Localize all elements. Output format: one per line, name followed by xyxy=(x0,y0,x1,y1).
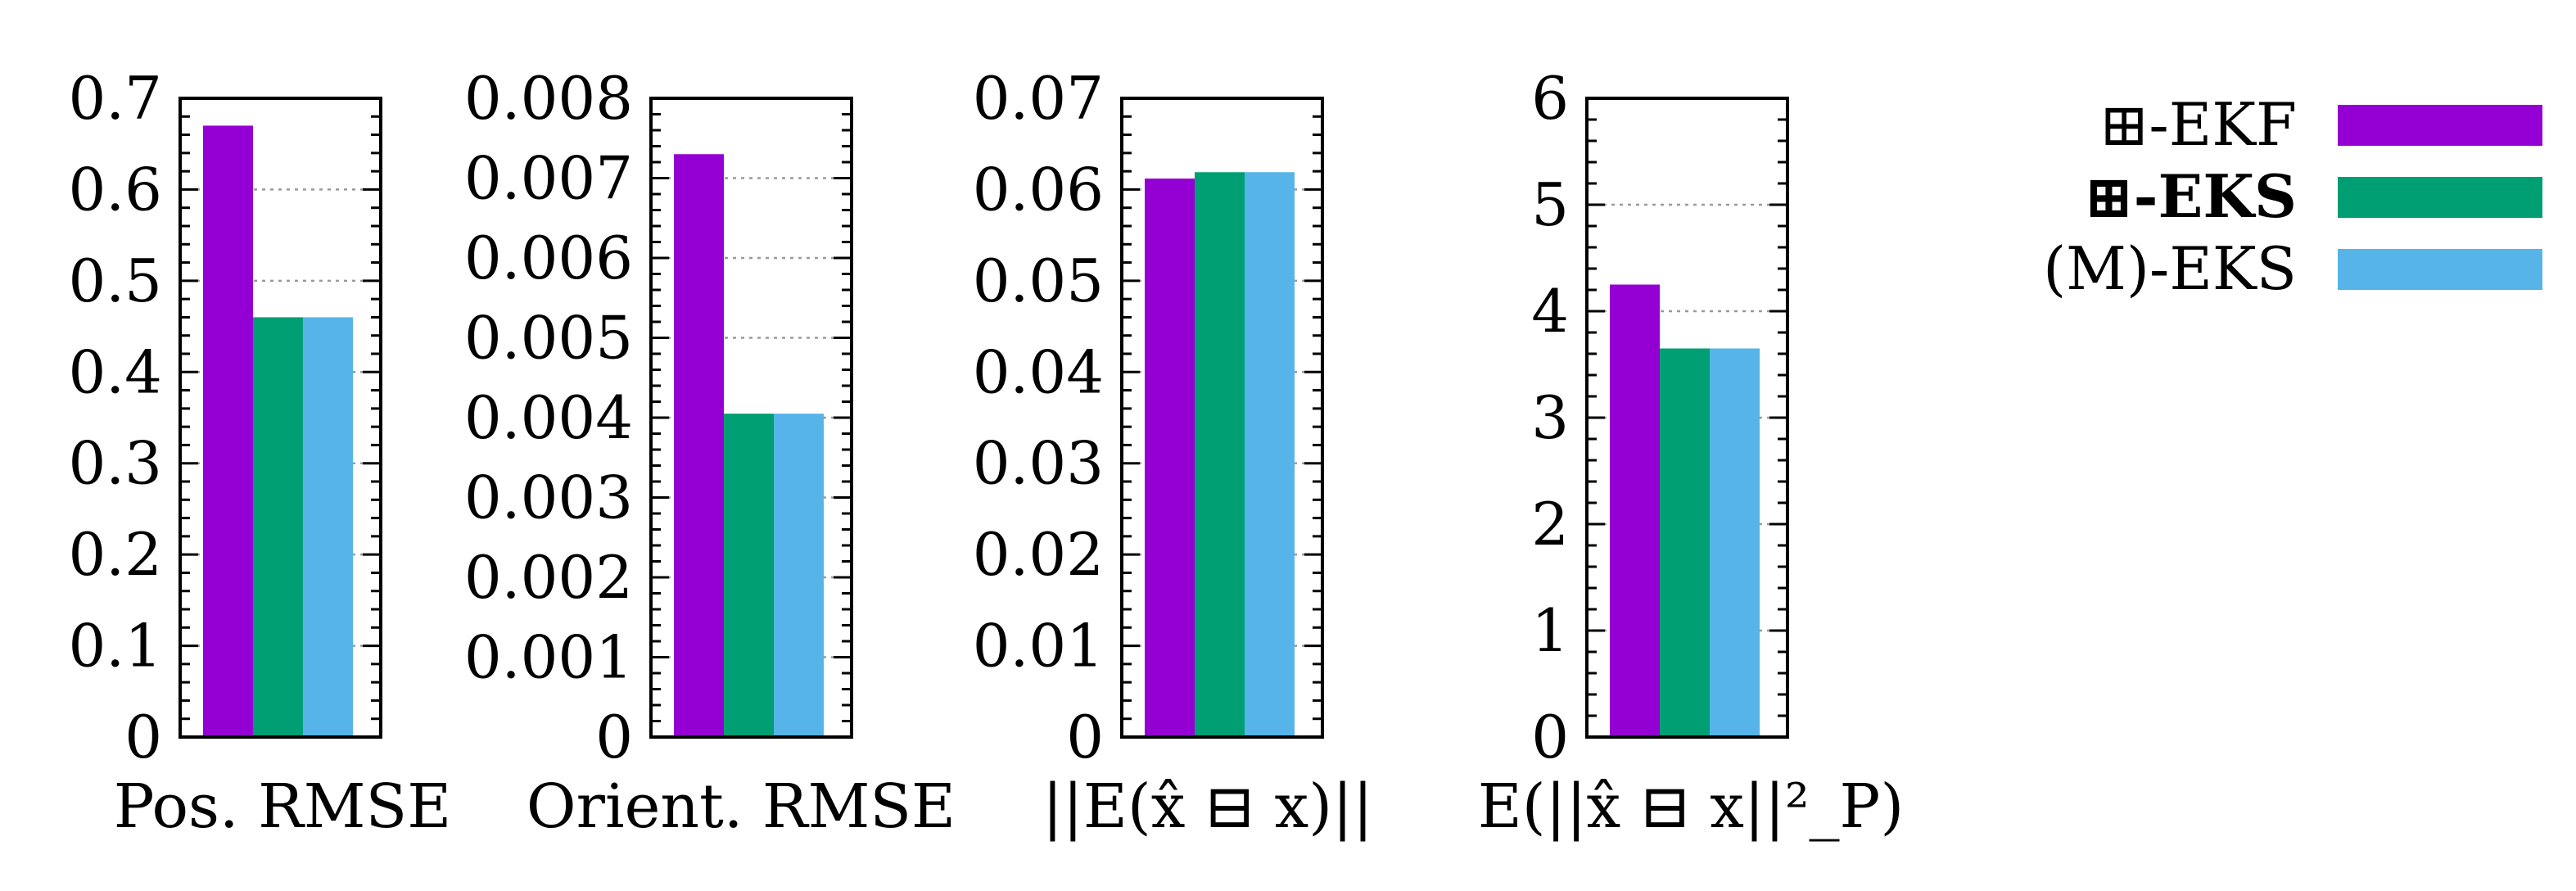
y-tick-label: 0 xyxy=(1066,703,1104,771)
bar-series-2 xyxy=(1195,172,1245,737)
y-tick-label: 0.006 xyxy=(464,224,633,292)
y-tick-label: 2 xyxy=(1531,490,1569,559)
y-tick-label: 0.008 xyxy=(464,64,633,133)
chart-panel-3: 0 0.01 0.02 0.03 0.04 0.05 0.06 0.07 ||E(x̂ ⊟ x)… xyxy=(973,64,1373,842)
x-axis-label: Orient. RMSE xyxy=(526,771,956,842)
y-tick-label: 0.04 xyxy=(973,337,1104,406)
y-tick-label: 0.001 xyxy=(464,623,633,692)
y-tick-label: 0.05 xyxy=(973,246,1104,315)
y-tick-label: 0.03 xyxy=(973,429,1104,498)
x-axis-label: E(||x̂ ⊟ x||²_P) xyxy=(1478,771,1904,842)
y-tick-label: 0.6 xyxy=(68,155,162,224)
plot-frame xyxy=(1120,97,1324,739)
y-tick-label: 0.06 xyxy=(973,155,1104,224)
bar-series-1 xyxy=(203,125,253,737)
bar-series-3 xyxy=(303,317,353,737)
y-tick-label: 0.02 xyxy=(973,520,1104,589)
legend-entry-1: ⊞-EKF xyxy=(2099,90,2542,159)
plot-frame xyxy=(179,97,382,739)
bar-series-1 xyxy=(674,154,724,737)
y-tick-label: 0.7 xyxy=(68,64,162,133)
legend-label: ⊞-EKS xyxy=(2084,161,2297,231)
legend-swatch xyxy=(2338,177,2542,218)
bar-series-3 xyxy=(1710,348,1760,737)
y-tick-label: 4 xyxy=(1531,277,1569,346)
chart-panel-1: 0 0.1 0.2 0.3 0.4 0.5 0.6 0.7 Pos. RMSE xyxy=(68,64,451,842)
bar-series-3 xyxy=(774,414,824,737)
y-tick-label: 0.2 xyxy=(68,520,162,589)
legend-label: ⊞-EKF xyxy=(2099,90,2297,159)
x-axis-label: ||E(x̂ ⊟ x)|| xyxy=(1042,771,1373,842)
y-tick-label: 0 xyxy=(595,703,633,771)
y-tick-label: 0.007 xyxy=(464,144,633,213)
legend: ⊞-EKF⊞-EKS(M)-EKS xyxy=(2043,90,2542,303)
y-tick-label: 5 xyxy=(1531,170,1569,239)
y-tick-label: 0.004 xyxy=(464,383,633,452)
y-tick-label: 0.002 xyxy=(464,543,633,612)
y-tick-label: 0.003 xyxy=(464,464,633,532)
chart-panel-4: 0 1 2 3 4 5 6 E(||x̂ ⊟ x||²_P) xyxy=(1478,64,1904,842)
y-tick-label: 0 xyxy=(124,703,162,771)
bar-series-1 xyxy=(1610,284,1660,737)
y-tick-label: 0.01 xyxy=(973,612,1104,681)
y-tick-label: 0.005 xyxy=(464,304,633,373)
y-tick-label: 0.4 xyxy=(68,337,162,406)
y-tick-label: 3 xyxy=(1531,383,1569,452)
legend-swatch xyxy=(2338,105,2542,146)
y-tick-label: 0.5 xyxy=(68,246,162,315)
bar-series-2 xyxy=(724,414,774,737)
y-tick-label: 6 xyxy=(1531,64,1569,133)
bar-series-1 xyxy=(1145,179,1195,738)
y-tick-label: 0.3 xyxy=(68,429,162,498)
bar-series-3 xyxy=(1245,172,1295,737)
chart-panel-2: 0 0.001 0.002 0.003 0.004 0.005 0.006 0.007 0.00… xyxy=(464,64,956,842)
legend-label: (M)-EKS xyxy=(2043,234,2297,303)
bar-series-2 xyxy=(1660,348,1710,737)
y-tick-label: 1 xyxy=(1531,596,1569,665)
y-tick-label: 0.1 xyxy=(68,612,162,681)
x-axis-label: Pos. RMSE xyxy=(114,771,452,842)
legend-swatch xyxy=(2338,249,2542,290)
y-tick-label: 0 xyxy=(1531,703,1569,771)
legend-entry-2: ⊞-EKS xyxy=(2084,161,2542,231)
y-tick-label: 0.07 xyxy=(973,64,1104,133)
bar-series-2 xyxy=(253,317,303,737)
legend-entry-3: (M)-EKS xyxy=(2043,234,2542,303)
